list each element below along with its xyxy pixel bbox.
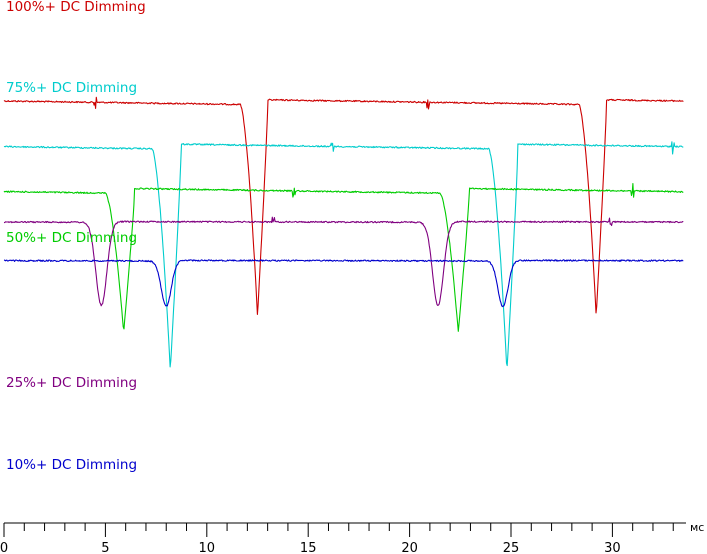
series-trace-2	[3, 183, 684, 332]
x-axis-ticks: 0 5 10 15 20 25 30	[0, 523, 674, 554]
series-trace-0	[3, 96, 684, 315]
series-label-0: 100%+ DC Dimming	[6, 0, 146, 15]
series-label-4: 10%+ DC Dimming	[6, 457, 137, 473]
x-axis: 0 5 10 15 20 25 30 мс	[0, 521, 704, 554]
series-trace-3	[3, 216, 684, 307]
series-labels-layer: 100%+ DC Dimming 75%+ DC Dimming 50%+ DC D…	[6, 0, 146, 473]
x-tick-label: 25	[503, 541, 520, 554]
x-tick-label: 0	[0, 541, 8, 554]
traces-layer	[3, 96, 684, 368]
x-tick-label: 10	[199, 541, 216, 554]
series-label-2: 50%+ DC Dimming	[6, 230, 137, 246]
x-tick-label: 20	[401, 541, 418, 554]
x-tick-label: 15	[300, 541, 317, 554]
series-trace-4	[3, 259, 684, 308]
series-label-1: 75%+ DC Dimming	[6, 80, 137, 96]
series-label-3: 25%+ DC Dimming	[6, 375, 137, 391]
x-axis-unit-label: мс	[690, 521, 704, 534]
x-tick-label: 30	[604, 541, 621, 554]
x-tick-label: 5	[101, 541, 109, 554]
series-trace-1	[3, 141, 684, 368]
